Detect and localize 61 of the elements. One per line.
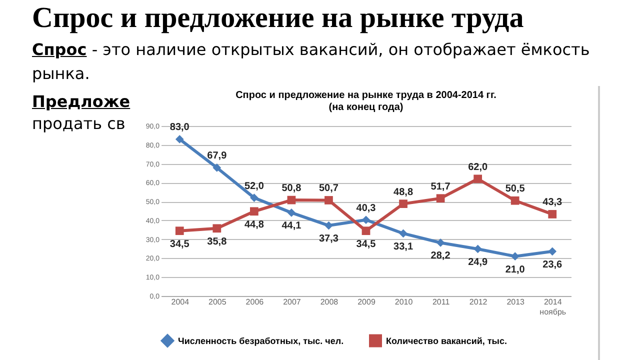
point [324, 221, 333, 230]
text: Предложе [32, 92, 130, 111]
point [474, 244, 482, 254]
data-label: 28,2 [430, 250, 451, 262]
data-label: 21,0 [505, 264, 526, 276]
point [474, 174, 482, 184]
data-label: 33,1 [394, 241, 414, 252]
data-label: 35,8 [207, 236, 228, 248]
point [250, 207, 258, 216]
data-label: 50,7 [318, 183, 339, 194]
data-label: 62,0 [468, 162, 488, 173]
x-tick-label: 2006 [246, 298, 264, 306]
x-tick-label: 2004 [171, 298, 190, 306]
point [548, 210, 557, 218]
text: продать св [32, 114, 126, 133]
point [362, 216, 370, 224]
point [175, 226, 184, 236]
data-label: 24,9 [468, 256, 488, 268]
x-tick-label: 2011 [432, 298, 450, 306]
data-label: 37,3 [318, 234, 339, 245]
point [510, 196, 520, 205]
point [324, 196, 333, 204]
chart-title: Спрос и предложение на рынке труда [32, 2, 524, 35]
point [362, 226, 370, 236]
legend-label: Численность безработных, тыс. чел. [178, 336, 344, 346]
data-label: 50,5 [505, 184, 526, 195]
point [212, 224, 222, 233]
x-tick-label: 2005 [208, 298, 227, 306]
text: Спрос - это наличие открытых вакансий, он отображает ёмкость рынка. [32, 39, 591, 85]
point [436, 238, 445, 247]
x-tick-label: 2010 [394, 298, 414, 306]
point [250, 194, 258, 202]
data-label: 23,6 [542, 259, 563, 270]
x-tick-label: 2013 [506, 298, 526, 306]
x-tick-label: 2012 [469, 298, 488, 306]
data-label: 44,1 [282, 220, 302, 232]
point [212, 164, 222, 172]
point [399, 200, 408, 208]
x-tick-label: 2014 ноябрь [540, 298, 566, 316]
point [436, 194, 445, 203]
data-label: 67,9 [207, 150, 228, 162]
data-label: 40,3 [356, 202, 376, 214]
data-label: 34,5 [170, 238, 190, 250]
x-tick-label: 2007 [283, 298, 302, 306]
point [399, 229, 408, 238]
data-label: 43,3 [542, 197, 563, 208]
point [548, 247, 557, 256]
legend-label: Количество вакансий, тыс. [386, 336, 507, 346]
x-tick-label: 2008 [320, 298, 339, 306]
data-label: 50,8 [282, 183, 302, 194]
data-label: 34,5 [356, 238, 376, 250]
point [175, 135, 184, 144]
point [287, 208, 296, 217]
data-label: 48,8 [394, 186, 414, 198]
data-label: 52,0 [244, 180, 264, 192]
data-label: 51,7 [430, 181, 451, 192]
chart-subtitle: Спрос и предложение на рынке труда в 2004-2014 гг. (на конец года) [236, 90, 497, 113]
data-label: 44,8 [244, 219, 264, 230]
x-tick-label: 2009 [358, 298, 376, 306]
point [287, 196, 296, 204]
data-label: 83,0 [170, 122, 190, 134]
